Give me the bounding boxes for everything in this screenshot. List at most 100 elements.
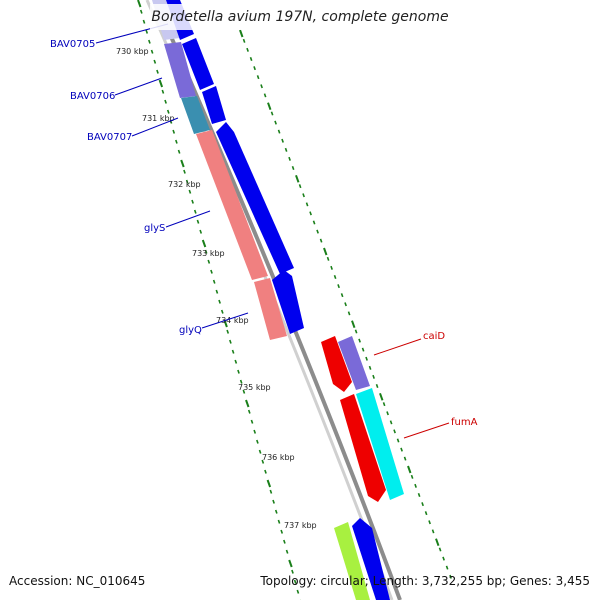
tick-mark: [414, 483, 417, 488]
tick-mark: [242, 389, 246, 394]
tick-label: 730 kbp: [116, 47, 149, 56]
tick-mark: [428, 520, 431, 525]
tick-mark: [188, 189, 192, 194]
tick-mark: [396, 438, 400, 443]
tick-mark: [449, 574, 452, 579]
tick-mark: [180, 159, 185, 168]
gene-fuma-red[interactable]: [340, 394, 386, 502]
tick-mark: [382, 402, 386, 407]
tick-mark: [263, 93, 267, 98]
tick-mark: [424, 511, 428, 516]
tick-mark: [239, 379, 243, 384]
tick-labels: 730 kbp 731 kbp 732 kbp 733 kbp 734 kbp …: [116, 47, 317, 530]
tick-mark: [277, 519, 281, 524]
leader-line: [114, 77, 163, 96]
gene-glys-inner[interactable]: [216, 122, 294, 274]
tick-label: 733 kbp: [192, 249, 225, 258]
tick-mark: [239, 29, 244, 38]
tick-mark: [164, 99, 167, 104]
tick-mark: [288, 559, 293, 568]
tick-mark: [410, 474, 414, 479]
tick-mark: [210, 269, 213, 274]
tick-mark: [256, 75, 260, 80]
tick-marks: [137, 0, 452, 600]
gene-label-fuma[interactable]: fumA: [451, 417, 478, 428]
leader-line: [201, 312, 249, 329]
tick-mark: [421, 502, 424, 507]
gene-caid-purple[interactable]: [338, 336, 370, 390]
tick-mark: [220, 309, 224, 314]
tick-mark: [234, 359, 238, 364]
leader-line: [403, 422, 450, 439]
gene-lime[interactable]: [334, 522, 370, 600]
tick-mark: [351, 320, 356, 329]
tick-mark: [445, 565, 449, 570]
gene-bav0707-outer[interactable]: [181, 96, 210, 134]
tick-mark: [246, 47, 249, 52]
tick-mark: [358, 338, 361, 343]
gene-glyq-outer[interactable]: [254, 278, 287, 340]
gene-label-bav0705[interactable]: BAV0705: [50, 39, 95, 50]
tick-mark: [223, 319, 228, 328]
tick-mark: [330, 265, 333, 270]
tick-mark: [283, 539, 286, 544]
tick-mark: [161, 89, 165, 94]
tick-mark: [296, 589, 300, 594]
tick-mark: [212, 279, 216, 284]
tick-mark: [337, 284, 340, 289]
tick-mark: [249, 56, 253, 62]
tick-mark: [218, 299, 221, 304]
tick-mark: [191, 199, 194, 204]
tick-mark: [175, 139, 178, 144]
tick-mark: [264, 469, 267, 474]
tick-mark: [274, 120, 277, 125]
gene-label-bav0706[interactable]: BAV0706: [70, 91, 115, 102]
gene-label-bav0707[interactable]: BAV0707: [87, 132, 132, 143]
tick-mark: [340, 293, 344, 298]
tick-mark: [438, 547, 442, 552]
tick-mark: [375, 383, 379, 389]
tick-mark: [288, 156, 291, 161]
gene-bav0706-inner[interactable]: [182, 38, 214, 90]
gene-fuma-cyan[interactable]: [356, 388, 404, 500]
tick-mark: [137, 0, 142, 8]
tick-mark: [333, 274, 337, 280]
gene-label-glyq[interactable]: glyQ: [179, 325, 202, 336]
tick-mark: [285, 549, 289, 554]
tick-mark: [196, 219, 200, 224]
tick-mark: [347, 311, 351, 316]
tick-mark: [344, 302, 347, 307]
tick-mark: [204, 249, 208, 254]
gene-glys-outer[interactable]: [196, 130, 268, 280]
tick-label: 737 kbp: [284, 521, 317, 530]
tick-mark: [280, 529, 284, 534]
tick-mark: [250, 419, 254, 424]
tick-mark: [389, 420, 393, 425]
tick-mark: [298, 184, 302, 189]
gene-bav0706-outer[interactable]: [164, 42, 196, 98]
tick-mark: [229, 339, 232, 344]
gene-labels-right: caiD fumA: [373, 331, 478, 439]
gene-label-glys[interactable]: glyS: [144, 223, 165, 234]
gene-blue-bottom[interactable]: [352, 518, 390, 600]
tick-mark: [261, 459, 265, 464]
tick-mark: [302, 193, 305, 198]
gene-glyq-inner[interactable]: [272, 270, 304, 334]
tick-mark: [148, 39, 151, 44]
leader-line: [373, 338, 422, 356]
genome-summary: Topology: circular; Length: 3,732,255 bp…: [260, 574, 590, 588]
gene-caid-red[interactable]: [321, 336, 352, 392]
tick-mark: [274, 509, 278, 514]
tick-mark: [272, 499, 275, 504]
leader-line: [165, 210, 211, 228]
tick-mark: [156, 69, 159, 74]
gene-label-caid[interactable]: caiD: [423, 331, 445, 342]
tick-mark: [400, 447, 403, 452]
tick-mark: [312, 220, 316, 225]
gene-bav0707-inner[interactable]: [202, 86, 226, 124]
tick-mark: [407, 465, 412, 474]
tick-mark: [326, 256, 330, 261]
tick-mark: [435, 538, 440, 547]
tick-mark: [256, 439, 259, 444]
tick-mark: [270, 111, 274, 116]
